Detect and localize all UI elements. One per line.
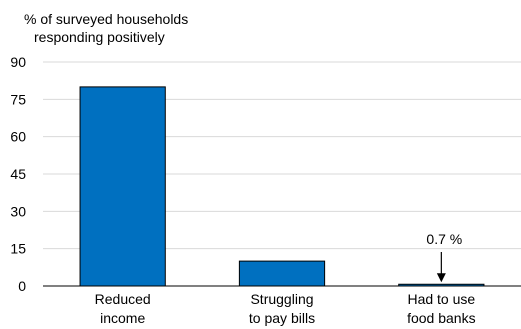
y-tick-label: 75 bbox=[10, 91, 26, 107]
y-tick-label: 45 bbox=[10, 166, 26, 182]
bar bbox=[238, 260, 326, 287]
annotation-arrowhead bbox=[436, 273, 446, 283]
y-tick-label: 60 bbox=[10, 129, 26, 145]
category-labels: Reduced income Struggling to pay bills Had t… bbox=[95, 291, 476, 326]
data-label: 0.7 % bbox=[426, 231, 462, 247]
category-label: Struggling bbox=[250, 291, 313, 307]
bars bbox=[79, 86, 485, 287]
y-tick-label: 90 bbox=[10, 54, 26, 70]
y-axis-label: % of surveyed households responding posit… bbox=[24, 11, 188, 45]
y-tick-label: 30 bbox=[10, 203, 26, 219]
annotation: 0.7 % bbox=[426, 231, 462, 283]
category-label: food banks bbox=[407, 310, 476, 326]
category-label: income bbox=[100, 310, 145, 326]
y-tick-label: 0 bbox=[18, 278, 26, 294]
y-tick-labels: 0 15 30 45 60 75 90 bbox=[10, 54, 26, 294]
y-axis-label-line: % of surveyed households bbox=[24, 11, 188, 27]
y-axis-label-line: responding positively bbox=[34, 29, 165, 45]
bar bbox=[79, 86, 166, 287]
category-label: Had to use bbox=[407, 291, 475, 307]
y-tick-label: 15 bbox=[10, 241, 26, 257]
category-label: to pay bills bbox=[249, 310, 315, 326]
category-label: Reduced bbox=[95, 291, 151, 307]
